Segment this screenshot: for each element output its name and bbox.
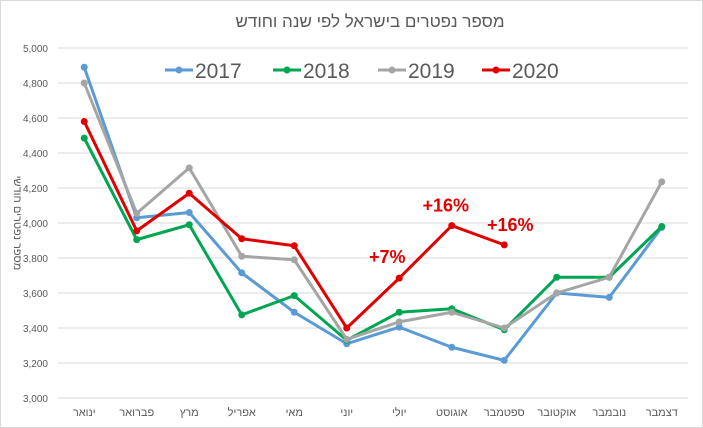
data-point <box>133 236 141 244</box>
legend-label: 2018 <box>303 60 350 83</box>
data-point <box>343 335 351 343</box>
legend-item-2020: 2020 <box>482 60 559 83</box>
data-point <box>80 63 88 71</box>
y-tick-label: 3,200 <box>23 359 48 370</box>
x-tick-label: מרץ <box>180 407 199 419</box>
data-point <box>500 324 508 332</box>
series-2018 <box>80 134 666 344</box>
data-point <box>80 79 88 87</box>
data-point <box>395 318 403 326</box>
data-point <box>290 292 298 300</box>
x-tick-label: אוגוסט <box>436 407 468 419</box>
x-tick-label: נובמבר <box>592 407 626 419</box>
series-2017 <box>80 63 666 364</box>
data-point <box>448 308 456 316</box>
annotation-label: +16% <box>487 215 534 235</box>
y-axis-label: מספר נפטרים חודשי <box>11 176 23 271</box>
data-point <box>605 293 613 301</box>
data-point <box>185 164 193 172</box>
data-point <box>133 209 141 217</box>
data-point <box>605 273 613 281</box>
data-point <box>238 311 246 319</box>
series-2019 <box>80 79 666 343</box>
legend-marker <box>492 66 500 74</box>
x-tick-label: יולי <box>392 406 406 419</box>
series-line <box>82 66 663 362</box>
annotation-label: +16% <box>422 196 469 216</box>
y-tick-label: 4,400 <box>23 149 48 160</box>
x-tick-label: ינואר <box>73 407 96 419</box>
legend-label: 2019 <box>408 60 455 83</box>
x-tick-label: אוקטובר <box>537 407 576 419</box>
data-point <box>80 118 88 125</box>
data-point <box>343 324 351 332</box>
legend-marker <box>175 66 183 74</box>
series-line <box>82 137 663 342</box>
data-point <box>658 223 666 230</box>
data-point <box>133 227 141 235</box>
x-tick-label: יוני <box>340 407 353 419</box>
data-point <box>290 256 298 264</box>
legend-item-2019: 2019 <box>378 60 455 83</box>
data-point <box>448 222 456 230</box>
y-tick-label: 4,200 <box>23 184 48 195</box>
series-line <box>82 82 664 341</box>
legend-item-2018: 2018 <box>273 60 350 83</box>
x-tick-label: אפריל <box>228 406 256 419</box>
y-tick-label: 3,600 <box>23 289 48 300</box>
data-point <box>553 289 561 297</box>
data-point <box>500 241 508 249</box>
y-tick-label: 4,600 <box>23 114 48 125</box>
data-point <box>185 209 193 216</box>
x-tick-label: פברואר <box>119 407 154 419</box>
data-point <box>395 323 403 331</box>
y-tick-label: 4,800 <box>23 79 48 90</box>
y-tick-label: 3,800 <box>23 254 48 265</box>
x-tick-label: דצמבר <box>646 407 678 419</box>
data-point <box>448 343 456 351</box>
data-point <box>185 221 193 229</box>
data-point <box>238 252 246 260</box>
series-2020 <box>80 118 508 332</box>
legend-marker <box>283 66 291 74</box>
y-tick-label: 3,400 <box>23 324 48 335</box>
annotation-label: +7% <box>369 247 406 267</box>
data-point <box>290 242 298 250</box>
data-point <box>185 189 193 197</box>
data-point <box>553 273 561 281</box>
y-tick-label: 3,000 <box>23 394 48 405</box>
data-point <box>395 308 403 316</box>
chart-title: מספר נפטרים בישראל לפי שנה וחודש <box>235 12 504 31</box>
data-point <box>80 134 88 142</box>
y-tick-label: 4,000 <box>23 219 48 230</box>
y-tick-label: 5,000 <box>23 44 48 55</box>
data-point <box>238 269 246 277</box>
legend-marker <box>388 66 396 74</box>
legend-label: 2020 <box>512 60 559 83</box>
data-point <box>290 308 298 316</box>
data-point <box>395 274 403 282</box>
data-point <box>500 356 508 364</box>
x-tick-label: מאי <box>286 407 303 419</box>
data-point <box>238 235 246 243</box>
legend-item-2017: 2017 <box>165 60 242 83</box>
x-tick-label: ספטמבר <box>484 407 525 419</box>
data-point <box>658 178 666 186</box>
legend-label: 2017 <box>195 60 242 83</box>
